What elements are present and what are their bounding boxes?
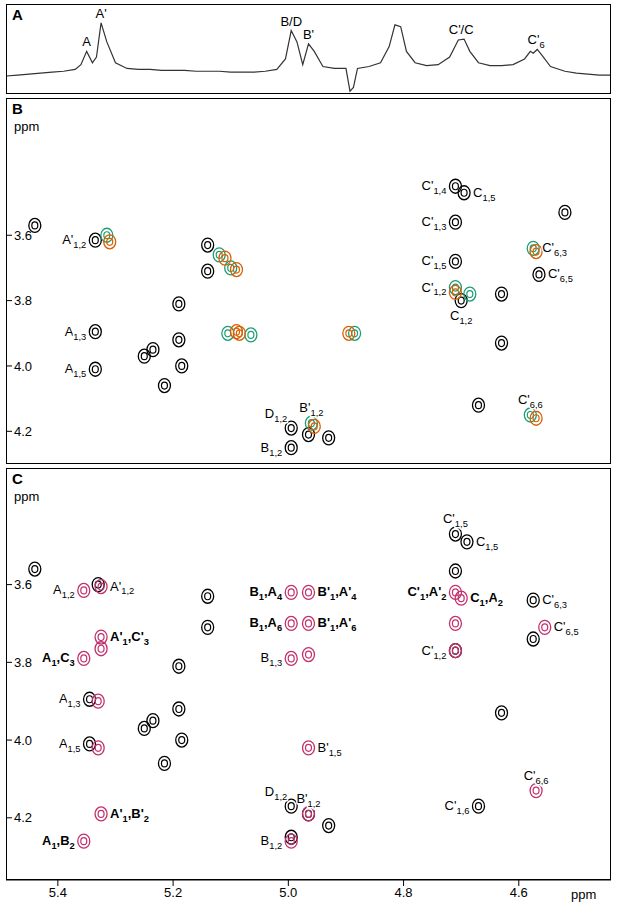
svg-text:4.8: 4.8 (395, 885, 413, 900)
svg-text:C'6,3: C'6,3 (542, 240, 567, 258)
svg-text:A1,3: A1,3 (59, 691, 81, 709)
svg-text:B1,A4: B1,A4 (249, 584, 283, 602)
html-text:ppm: ppm (571, 887, 597, 902)
svg-text:B'1,A'4: B'1,A'4 (318, 584, 358, 602)
svg-text:4.2: 4.2 (14, 424, 32, 439)
svg-text:C1,5: C1,5 (476, 534, 498, 552)
svg-text:A'1,C'3: A'1,C'3 (110, 629, 149, 647)
svg-text:A'1,B'2: A'1,B'2 (110, 806, 149, 824)
svg-text:C'1,3: C'1,3 (422, 214, 447, 232)
svg-text:C1,5: C1,5 (473, 185, 495, 203)
svg-text:C'6,6: C'6,6 (518, 392, 543, 410)
svg-text:B'1,5: B'1,5 (318, 740, 342, 758)
svg-text:A1,2: A1,2 (53, 582, 75, 600)
svg-text:C'6,5: C'6,5 (548, 266, 573, 284)
svg-text:B1,3: B1,3 (261, 650, 283, 668)
html-text:ppm: ppm (14, 119, 40, 134)
svg-text:A1,5: A1,5 (65, 361, 87, 379)
svg-text:C'6,3: C'6,3 (542, 592, 567, 610)
svg-text:B': B' (303, 27, 314, 42)
html-text:ppm: ppm (14, 489, 40, 504)
svg-text:4.6: 4.6 (510, 885, 528, 900)
svg-text:C'1,2: C'1,2 (422, 643, 447, 661)
svg-text:3.8: 3.8 (14, 293, 32, 308)
svg-text:C'1,A'2: C'1,A'2 (407, 584, 446, 602)
svg-text:4.2: 4.2 (14, 810, 32, 825)
svg-text:D1,2: D1,2 (265, 784, 287, 802)
svg-text:5.4: 5.4 (49, 885, 67, 900)
svg-text:C1,A2: C1,A2 (470, 590, 503, 608)
svg-text:B1,A6: B1,A6 (249, 615, 282, 633)
svg-text:A1,3: A1,3 (65, 324, 87, 342)
html-text:C: C (12, 470, 23, 487)
svg-text:3.6: 3.6 (14, 228, 32, 243)
svg-text:4.0: 4.0 (14, 733, 32, 748)
svg-text:A1,B2: A1,B2 (42, 833, 75, 851)
svg-text:B/D: B/D (280, 14, 302, 29)
svg-text:C1,2: C1,2 (450, 308, 472, 326)
svg-text:A: A (82, 34, 91, 49)
html-text:A: A (12, 6, 23, 23)
svg-text:3.8: 3.8 (14, 655, 32, 670)
svg-text:3.6: 3.6 (14, 577, 32, 592)
svg-text:C'1,4: C'1,4 (422, 178, 447, 196)
svg-text:B'1,2: B'1,2 (296, 791, 320, 809)
svg-text:C'6,6: C'6,6 (524, 768, 549, 786)
svg-text:B1,2: B1,2 (261, 440, 283, 458)
svg-text:A': A' (95, 6, 106, 21)
svg-text:C'1,5: C'1,5 (422, 253, 447, 271)
svg-text:C'6,5: C'6,5 (554, 619, 579, 637)
svg-text:A'1,2: A'1,2 (110, 579, 134, 597)
svg-text:B1,2: B1,2 (261, 833, 283, 851)
svg-text:5.0: 5.0 (279, 885, 297, 900)
svg-text:C'/C: C'/C (449, 22, 474, 37)
svg-text:A1,5: A1,5 (59, 736, 81, 754)
svg-text:4.0: 4.0 (14, 359, 32, 374)
svg-text:A1,C3: A1,C3 (42, 650, 75, 668)
svg-text:A'1,2: A'1,2 (62, 232, 86, 250)
svg-text:5.2: 5.2 (164, 885, 182, 900)
svg-text:C'1,5: C'1,5 (443, 511, 468, 529)
svg-text:B'1,A'6: B'1,A'6 (318, 615, 357, 633)
svg-text:C'1,2: C'1,2 (422, 280, 447, 298)
svg-text:B'1,2: B'1,2 (299, 400, 323, 418)
html-text:B: B (12, 100, 23, 117)
svg-text:D1,2: D1,2 (265, 406, 287, 424)
svg-text:C'6: C'6 (528, 32, 545, 50)
svg-text:C'1,6: C'1,6 (445, 798, 470, 816)
